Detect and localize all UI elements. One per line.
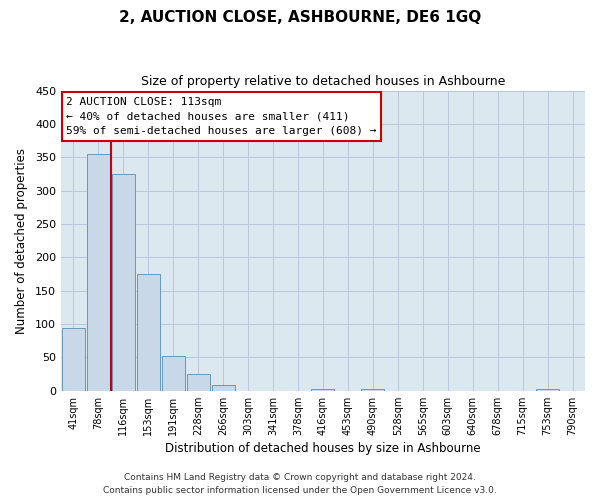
X-axis label: Distribution of detached houses by size in Ashbourne: Distribution of detached houses by size … — [165, 442, 481, 455]
Bar — [87, 154, 110, 391]
Bar — [137, 274, 160, 391]
Bar — [112, 174, 135, 391]
Bar — [361, 390, 385, 391]
Text: Contains HM Land Registry data © Crown copyright and database right 2024.
Contai: Contains HM Land Registry data © Crown c… — [103, 474, 497, 495]
Y-axis label: Number of detached properties: Number of detached properties — [15, 148, 28, 334]
Text: 2, AUCTION CLOSE, ASHBOURNE, DE6 1GQ: 2, AUCTION CLOSE, ASHBOURNE, DE6 1GQ — [119, 10, 481, 25]
Bar — [62, 328, 85, 391]
Text: 2 AUCTION CLOSE: 113sqm
← 40% of detached houses are smaller (411)
59% of semi-d: 2 AUCTION CLOSE: 113sqm ← 40% of detache… — [66, 96, 377, 136]
Bar — [162, 356, 185, 391]
Bar — [536, 389, 559, 391]
Bar — [187, 374, 209, 391]
Bar — [311, 390, 334, 391]
Bar — [212, 385, 235, 391]
Title: Size of property relative to detached houses in Ashbourne: Size of property relative to detached ho… — [141, 75, 505, 88]
